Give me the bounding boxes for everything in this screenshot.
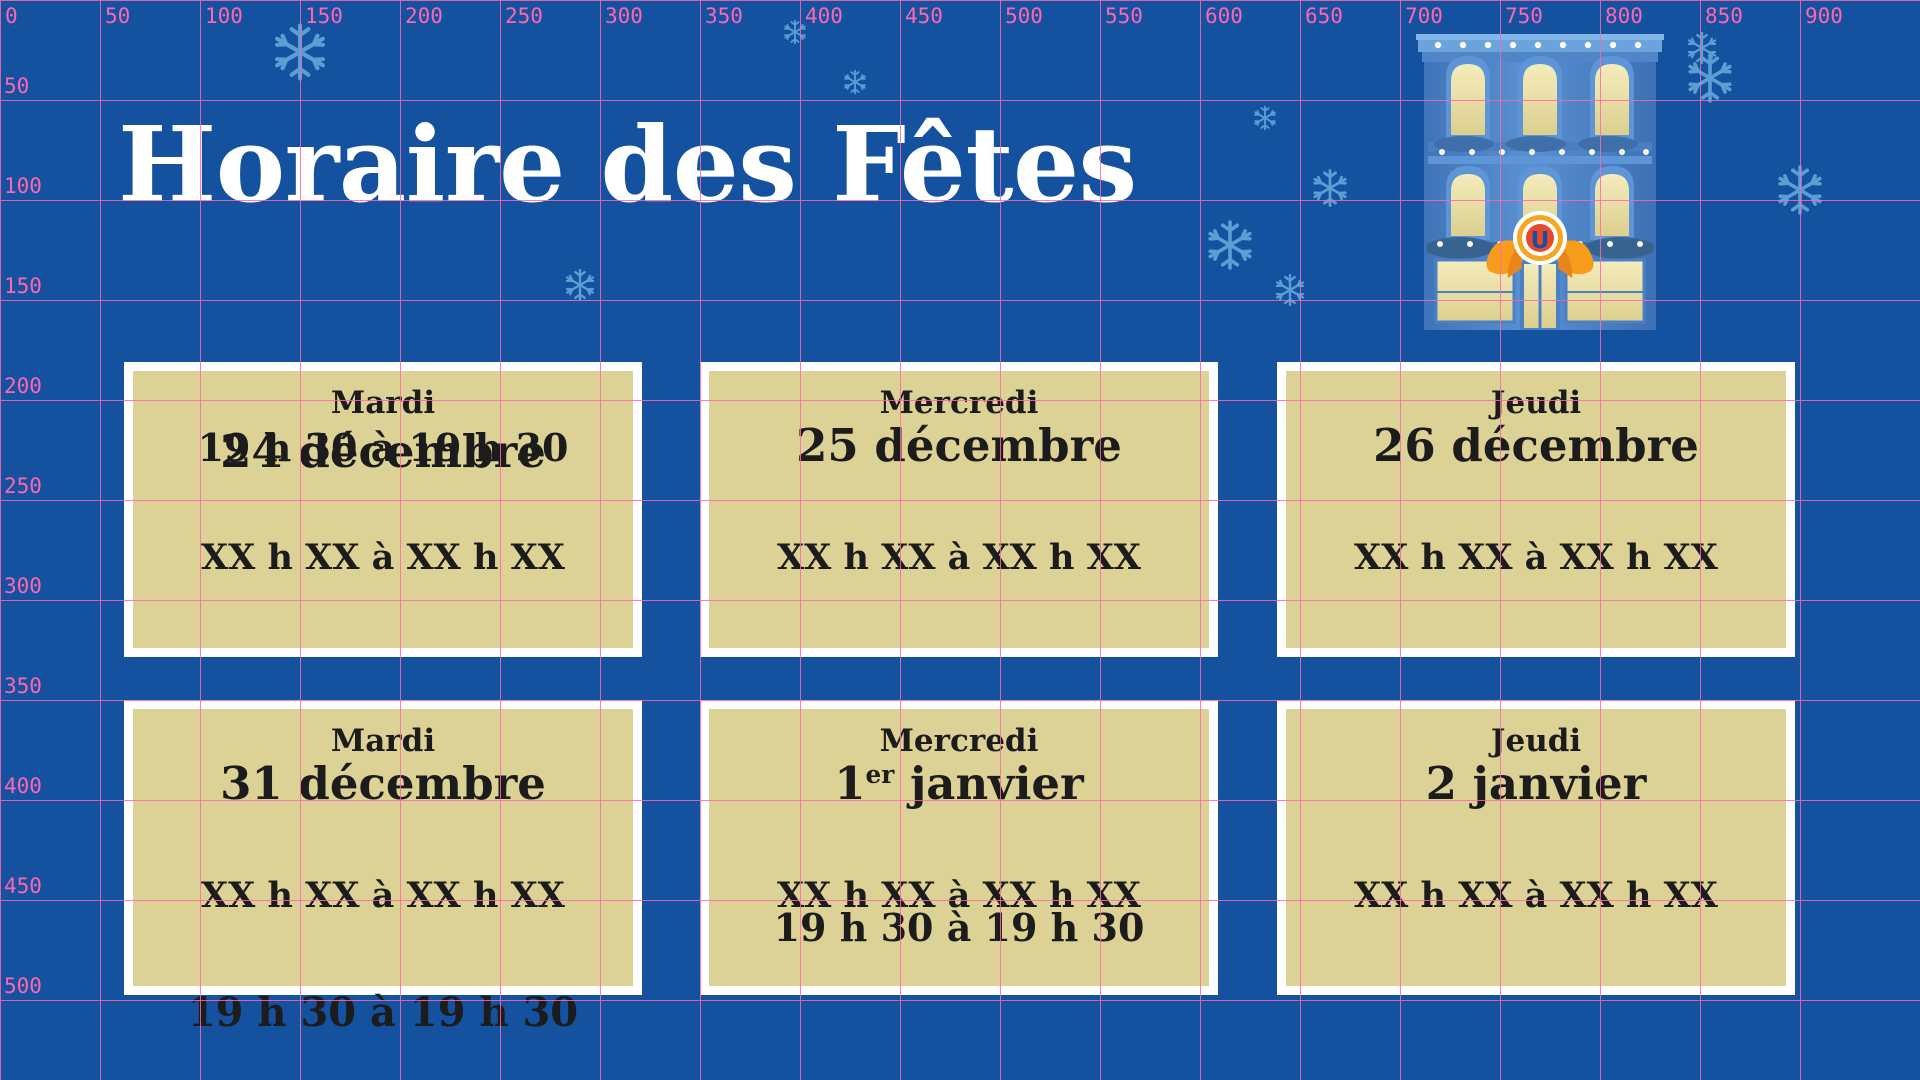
ruler-gridline-horizontal	[0, 0, 1920, 1]
ruler-tick-label-x: 900	[1805, 4, 1843, 28]
ruler-gridline-vertical	[100, 0, 101, 1080]
schedule-card: Jeudi 26 décembre XX h XX à XX h XX	[1277, 362, 1795, 657]
card-date-number: 1	[834, 757, 866, 810]
schedule-card: Mardi 24 décembre XX h XX à XX h XX 19 h 30…	[124, 362, 642, 657]
ruler-tick-label-x: 550	[1105, 4, 1143, 28]
card-date-label: 2 janvier	[1425, 757, 1647, 810]
storefront-badge-letter: U	[1531, 228, 1550, 254]
card-date-label: 1er janvier	[709, 757, 1209, 810]
schedule-card-body: Mercredi 1er janvier XX h XX à XX h XX 19 h…	[709, 709, 1209, 986]
schedule-card: Jeudi 2 janvier XX h XX à XX h XX	[1277, 700, 1795, 995]
ruler-tick-label-x: 450	[905, 4, 943, 28]
ruler-tick-label-x: 800	[1605, 4, 1643, 28]
snowflake-icon	[1252, 105, 1278, 131]
schedule-card-body: Jeudi 2 janvier XX h XX à XX h XX	[1286, 709, 1786, 986]
card-weekday-label: Mardi	[330, 723, 436, 759]
ruler-tick-label-y: 150	[4, 274, 42, 298]
ruler-tick-label-x: 850	[1705, 4, 1743, 28]
schedule-card-body: Mardi 31 décembre XX h XX à XX h XX 19 h 30…	[133, 709, 633, 1036]
ruler-tick-label-y: 300	[4, 574, 42, 598]
schedule-card: Mercredi 1er janvier XX h XX à XX h XX 19 h…	[700, 700, 1218, 995]
schedule-card-body: Mardi 24 décembre XX h XX à XX h XX 19 h 30…	[133, 371, 633, 648]
card-weekday-label: Mardi	[330, 385, 436, 421]
ruler-tick-label-x: 700	[1405, 4, 1443, 28]
ruler-tick-label-x: 600	[1205, 4, 1243, 28]
snowflake-icon	[1684, 52, 1736, 104]
card-hours-placeholder: XX h XX à XX h XX	[1354, 875, 1718, 916]
card-date-ordinal: er	[865, 760, 895, 789]
ruler-tick-label-y: 200	[4, 374, 42, 398]
ruler-tick-label-y: 350	[4, 674, 42, 698]
ruler-tick-label-y: 50	[4, 74, 30, 98]
snowflake-icon	[270, 22, 330, 82]
ruler-tick-label-x: 150	[305, 4, 343, 28]
ruler-tick-label-x: 650	[1305, 4, 1343, 28]
card-date-label: 26 décembre	[1373, 419, 1699, 472]
ruler-tick-label-x: 300	[605, 4, 643, 28]
card-hours-placeholder: XX h XX à XX h XX	[777, 537, 1141, 578]
ruler-tick-label-x: 750	[1505, 4, 1543, 28]
card-date-label: 31 décembre	[220, 757, 546, 810]
snowflake-icon	[842, 69, 868, 95]
ruler-tick-label-x: 350	[705, 4, 743, 28]
card-weekday-label: Mercredi	[879, 723, 1039, 759]
card-date-month: janvier	[894, 757, 1084, 810]
ruler-gridline-vertical	[1800, 0, 1801, 1080]
snowflake-icon	[1310, 168, 1350, 208]
ruler-tick-label-y: 100	[4, 174, 42, 198]
snowflake-icon	[1774, 164, 1826, 216]
ruler-tick-label-x: 250	[505, 4, 543, 28]
ruler-tick-label-y: 500	[4, 974, 42, 998]
ruler-tick-label-x: 400	[805, 4, 843, 28]
snowflake-icon	[782, 19, 808, 45]
schedule-card: Mercredi 25 décembre XX h XX à XX h XX	[700, 362, 1218, 657]
card-hours-value: 19 h 30 à 19 h 30	[773, 905, 1145, 950]
ruler-tick-label-x: 200	[405, 4, 443, 28]
storefront-illustration: U	[1416, 30, 1664, 336]
card-hours-placeholder: XX h XX à XX h XX	[201, 875, 565, 916]
schedule-card: Mardi 31 décembre XX h XX à XX h XX 19 h 30…	[124, 700, 642, 1036]
card-hours-placeholder: XX h XX à XX h XX	[1354, 537, 1718, 578]
card-weekday-label: Mercredi	[879, 385, 1039, 421]
schedule-card-body: Jeudi 26 décembre XX h XX à XX h XX	[1286, 371, 1786, 648]
ruler-tick-label-x: 50	[105, 4, 131, 28]
card-hours-value: 19 h 30 à 19 h 30	[197, 425, 569, 470]
snowflake-icon	[1204, 219, 1256, 271]
card-hours-placeholder: XX h XX à XX h XX	[201, 537, 565, 578]
snowflake-icon	[563, 268, 597, 302]
card-date-label: 25 décembre	[796, 419, 1122, 472]
card-weekday-label: Jeudi	[1490, 723, 1582, 759]
ruler-gridline-vertical	[0, 0, 1, 1080]
ruler-tick-label-x: 500	[1005, 4, 1043, 28]
ruler-tick-label-y: 450	[4, 874, 42, 898]
ruler-tick-label-y: 250	[4, 474, 42, 498]
snowflake-icon	[1685, 31, 1719, 65]
snowflake-icon	[1273, 273, 1307, 307]
card-weekday-label: Jeudi	[1490, 385, 1582, 421]
ruler-tick-label-y: 400	[4, 774, 42, 798]
card-hours-value: 19 h 30 à 19 h 30	[187, 989, 579, 1036]
card-date-label: 24 décembre	[220, 425, 546, 478]
ruler-tick-label-x: 0	[5, 4, 18, 28]
ruler-tick-label-x: 100	[205, 4, 243, 28]
schedule-card-body: Mercredi 25 décembre XX h XX à XX h XX	[709, 371, 1209, 648]
page-title: Horaire des Fêtes	[118, 103, 1137, 226]
card-hours-placeholder: XX h XX à XX h XX	[777, 875, 1141, 916]
